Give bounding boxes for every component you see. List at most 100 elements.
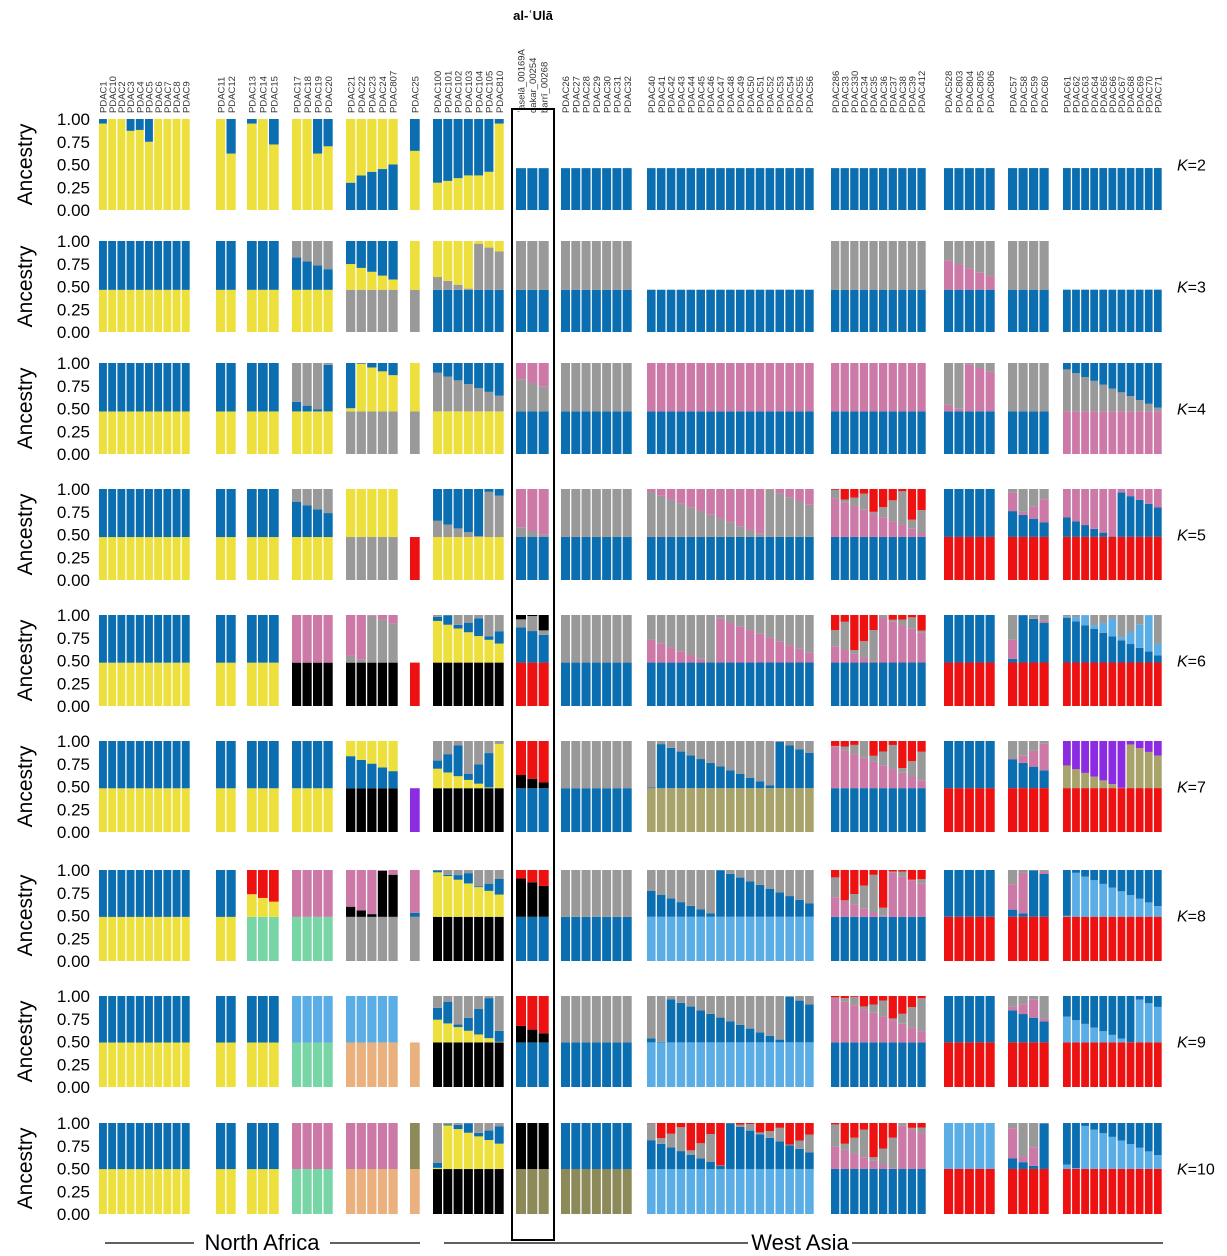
ancestry-segment [181, 1169, 190, 1214]
ancestry-segment [1144, 1168, 1153, 1214]
ancestry-segment [117, 1169, 126, 1214]
ancestry-segment [367, 241, 377, 272]
ancestry-segment [954, 536, 964, 580]
ancestry-segment [859, 241, 869, 290]
ancestry-segment [258, 615, 268, 663]
ancestry-segment [775, 536, 785, 580]
ancestry-segment [805, 916, 814, 961]
ancestry-segment [163, 788, 172, 832]
ancestry-segment [484, 890, 494, 917]
y-tick-label: 1.00 [57, 110, 90, 129]
ancestry-segment [269, 662, 279, 706]
ancestry-segment [226, 870, 236, 917]
ancestry-segment [538, 1169, 549, 1214]
ancestry-segment [410, 411, 420, 454]
ancestry-segment [591, 1169, 601, 1214]
ancestry-segment [1144, 1003, 1153, 1043]
ancestry-segment [686, 363, 696, 412]
ancestry-segment [538, 386, 549, 412]
ancestry-segment [1029, 766, 1039, 789]
sample-label: PDAC52 [766, 76, 777, 113]
ancestry-segment [356, 788, 366, 832]
ancestry-segment [172, 1123, 181, 1170]
ancestry-segment [785, 896, 794, 917]
ancestry-segment [726, 870, 735, 874]
ancestry-segment [859, 885, 869, 909]
ancestry-segment [755, 633, 765, 663]
ancestry-segment [1117, 363, 1126, 393]
ancestry-segment [1126, 632, 1135, 645]
ancestry-segment [1099, 870, 1108, 884]
ancestry-segment [859, 1006, 869, 1010]
ancestry-segment [1072, 870, 1080, 873]
ancestry-segment [313, 741, 323, 789]
ancestry-segment [840, 289, 849, 332]
ancestry-segment [126, 363, 135, 412]
ancestry-segment [1029, 1147, 1039, 1166]
ancestry-segment [716, 741, 725, 767]
ancestry-segment [696, 1123, 705, 1144]
ancestry-segment [917, 536, 926, 580]
ancestry-segment [484, 741, 494, 754]
ancestry-segment [917, 870, 926, 880]
ancestry-segment [292, 916, 302, 961]
ancestry-segment [975, 1123, 985, 1169]
ancestry-segment [1144, 651, 1153, 663]
ancestry-segment [538, 1033, 549, 1043]
ancestry-segment [775, 1042, 785, 1087]
ancestry-segment [888, 363, 897, 412]
ancestry-segment [840, 746, 849, 751]
ancestry-segment [985, 1168, 995, 1214]
ancestry-segment [269, 788, 279, 832]
ancestry-segment [356, 537, 366, 580]
ancestry-segment [775, 489, 785, 494]
ancestry-segment [494, 363, 504, 396]
ancestry-segment [975, 615, 985, 663]
ancestry-segment [1081, 662, 1089, 706]
ancestry-segment [474, 783, 484, 789]
y-tick-label: 0.50 [57, 778, 90, 797]
ancestry-segment [716, 766, 725, 789]
ancestry-segment [313, 537, 323, 580]
ancestry-segment [154, 119, 163, 210]
ancestry-segment [602, 1123, 612, 1169]
y-tick-label: 0.75 [57, 884, 90, 903]
ancestry-segment [785, 788, 794, 832]
ancestry-segment [538, 996, 549, 1034]
ancestry-segment [410, 870, 420, 913]
ancestry-segment [410, 150, 420, 210]
ancestry-segment [917, 1123, 926, 1128]
ancestry-segment [676, 489, 686, 504]
ancestry-segment [775, 1141, 785, 1169]
ancestry-segment [269, 1042, 279, 1087]
ancestry-segment [367, 615, 377, 616]
ancestry-segment [463, 1123, 473, 1133]
ancestry-segment [581, 741, 591, 789]
ancestry-segment [676, 363, 686, 412]
ancestry-segment [247, 894, 257, 917]
ancestry-segment [975, 996, 985, 1043]
ancestry-segment [1063, 662, 1071, 706]
ancestry-segment [944, 404, 954, 412]
ancestry-segment [313, 870, 323, 917]
ancestry-segment [1072, 521, 1080, 537]
ancestry-segment [313, 241, 323, 266]
ancestry-segment [888, 168, 897, 210]
ancestry-segment [706, 489, 715, 515]
ancestry-segment [527, 536, 538, 580]
ancestry-segment [879, 168, 888, 210]
k-label: K=5 [1177, 528, 1206, 545]
ancestry-segment [561, 870, 570, 917]
ancestry-segment [869, 870, 878, 875]
ancestry-segment [1063, 1164, 1071, 1169]
ancestry-segment [323, 537, 333, 580]
ancestry-segment [443, 624, 453, 663]
ancestry-segment [474, 289, 484, 332]
ancestry-segment [805, 1152, 814, 1169]
ancestry-segment [1153, 407, 1162, 412]
ancestry-segment [1008, 658, 1018, 663]
ancestry-segment [516, 916, 527, 961]
ancestry-segment [735, 1124, 745, 1127]
ancestry-segment [1063, 1042, 1071, 1087]
ancestry-segment [527, 1123, 538, 1170]
